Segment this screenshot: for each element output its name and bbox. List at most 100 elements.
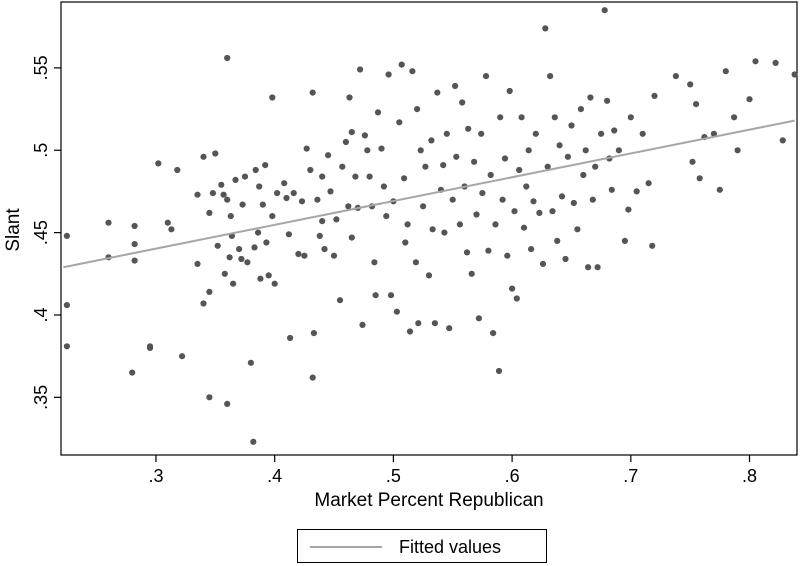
scatter-point — [716, 186, 723, 193]
scatter-point — [321, 246, 328, 253]
scatter-point — [506, 87, 513, 95]
scatter-point — [459, 99, 466, 106]
scatter-point — [252, 166, 259, 174]
scatter-point — [164, 219, 171, 226]
scatter-point — [592, 163, 599, 170]
scatter-point — [398, 61, 405, 68]
scatter-point — [206, 209, 213, 216]
scatter-point — [495, 367, 503, 375]
scatter-point — [387, 292, 395, 299]
scatter-point — [298, 198, 306, 205]
scatter-point — [307, 166, 314, 174]
scatter-point — [554, 237, 561, 244]
scatter-point — [212, 150, 219, 157]
scatter-point — [731, 114, 738, 121]
scatter-point — [295, 250, 302, 258]
scatter-point — [562, 255, 569, 263]
scatter-point — [431, 320, 438, 327]
scatter-point — [63, 343, 70, 350]
scatter-point — [131, 257, 138, 264]
scatter-point — [779, 137, 786, 144]
scatter-point — [330, 252, 338, 259]
scatter-point — [734, 147, 741, 154]
y-axis: .35 .4 .45 .5 .55 — [31, 55, 61, 410]
scatter-point — [468, 270, 475, 277]
scatter-point — [570, 199, 577, 207]
scatter-point — [490, 330, 497, 337]
scatter-point — [287, 334, 294, 342]
x-tick-label: .3 — [148, 466, 163, 486]
scatter-point — [214, 242, 221, 249]
scatter-point — [791, 71, 798, 78]
scatter-point — [589, 196, 596, 203]
scatter-point — [547, 73, 554, 80]
scatter-point — [348, 129, 355, 136]
y-tick-label: .45 — [31, 220, 51, 245]
scatter-point — [471, 158, 478, 165]
scatter-point — [309, 89, 316, 96]
scatter-point — [241, 173, 249, 180]
scatter-point — [224, 196, 231, 203]
scatter-point — [220, 191, 227, 198]
scatter-point — [482, 73, 490, 80]
scatter-point — [269, 213, 276, 220]
scatter-point — [206, 394, 213, 401]
scatter-point — [417, 147, 424, 154]
scatter-point — [232, 176, 239, 183]
scatter-point — [434, 89, 441, 96]
scatter-point — [422, 163, 429, 170]
scatter-point — [568, 122, 575, 129]
scatter-point — [63, 232, 70, 239]
scatter-point — [440, 162, 447, 169]
scatter-point — [402, 239, 409, 246]
scatter-point — [409, 68, 416, 75]
y-tick-label: .55 — [31, 55, 51, 80]
scatter-point — [473, 211, 480, 218]
scatter-point — [429, 226, 436, 233]
scatter-point — [206, 288, 213, 295]
scatter-point — [218, 181, 225, 188]
scatter-point — [518, 114, 525, 121]
scatter-point — [508, 285, 516, 292]
scatter-point — [200, 300, 207, 307]
scatter-point — [250, 438, 257, 445]
scatter-point — [414, 106, 421, 113]
scatter-point — [492, 221, 499, 228]
legend-fitted-values-label: Fitted values — [399, 537, 502, 557]
scatter-point — [226, 254, 233, 261]
scatter-point — [611, 127, 618, 134]
scatter-point — [303, 145, 310, 152]
scatter-point — [536, 209, 543, 216]
scatter-point — [271, 280, 278, 287]
scatter-point — [582, 147, 589, 154]
scatter-point — [174, 166, 181, 174]
scatter-point — [325, 152, 332, 159]
scatter-point — [446, 325, 453, 332]
scatter-point — [689, 158, 696, 165]
scatter-point — [221, 270, 228, 277]
scatter-point — [256, 183, 263, 190]
scatter-point — [168, 226, 175, 233]
scatter-point — [478, 130, 485, 137]
scatter-point — [310, 330, 317, 337]
scatter-point — [257, 275, 264, 282]
scatter-point — [314, 196, 321, 203]
scatter-point — [696, 175, 703, 182]
scatter-point — [772, 59, 779, 66]
x-axis-label: Market Percent Republican — [314, 490, 543, 511]
scatter-point — [131, 241, 138, 248]
scatter-point — [333, 216, 340, 223]
scatter-point — [230, 280, 237, 287]
scatter-point — [401, 175, 408, 182]
y-axis-label: Slant — [3, 208, 24, 252]
scatter-point — [319, 173, 326, 180]
fitted-values-line — [63, 119, 795, 269]
scatter-point — [752, 58, 759, 65]
scatter-point — [511, 208, 518, 215]
scatter-point — [131, 222, 138, 230]
scatter-point — [441, 229, 448, 236]
scatter-point — [525, 147, 532, 154]
scatter-point — [564, 153, 572, 160]
scatter-point — [265, 272, 272, 279]
